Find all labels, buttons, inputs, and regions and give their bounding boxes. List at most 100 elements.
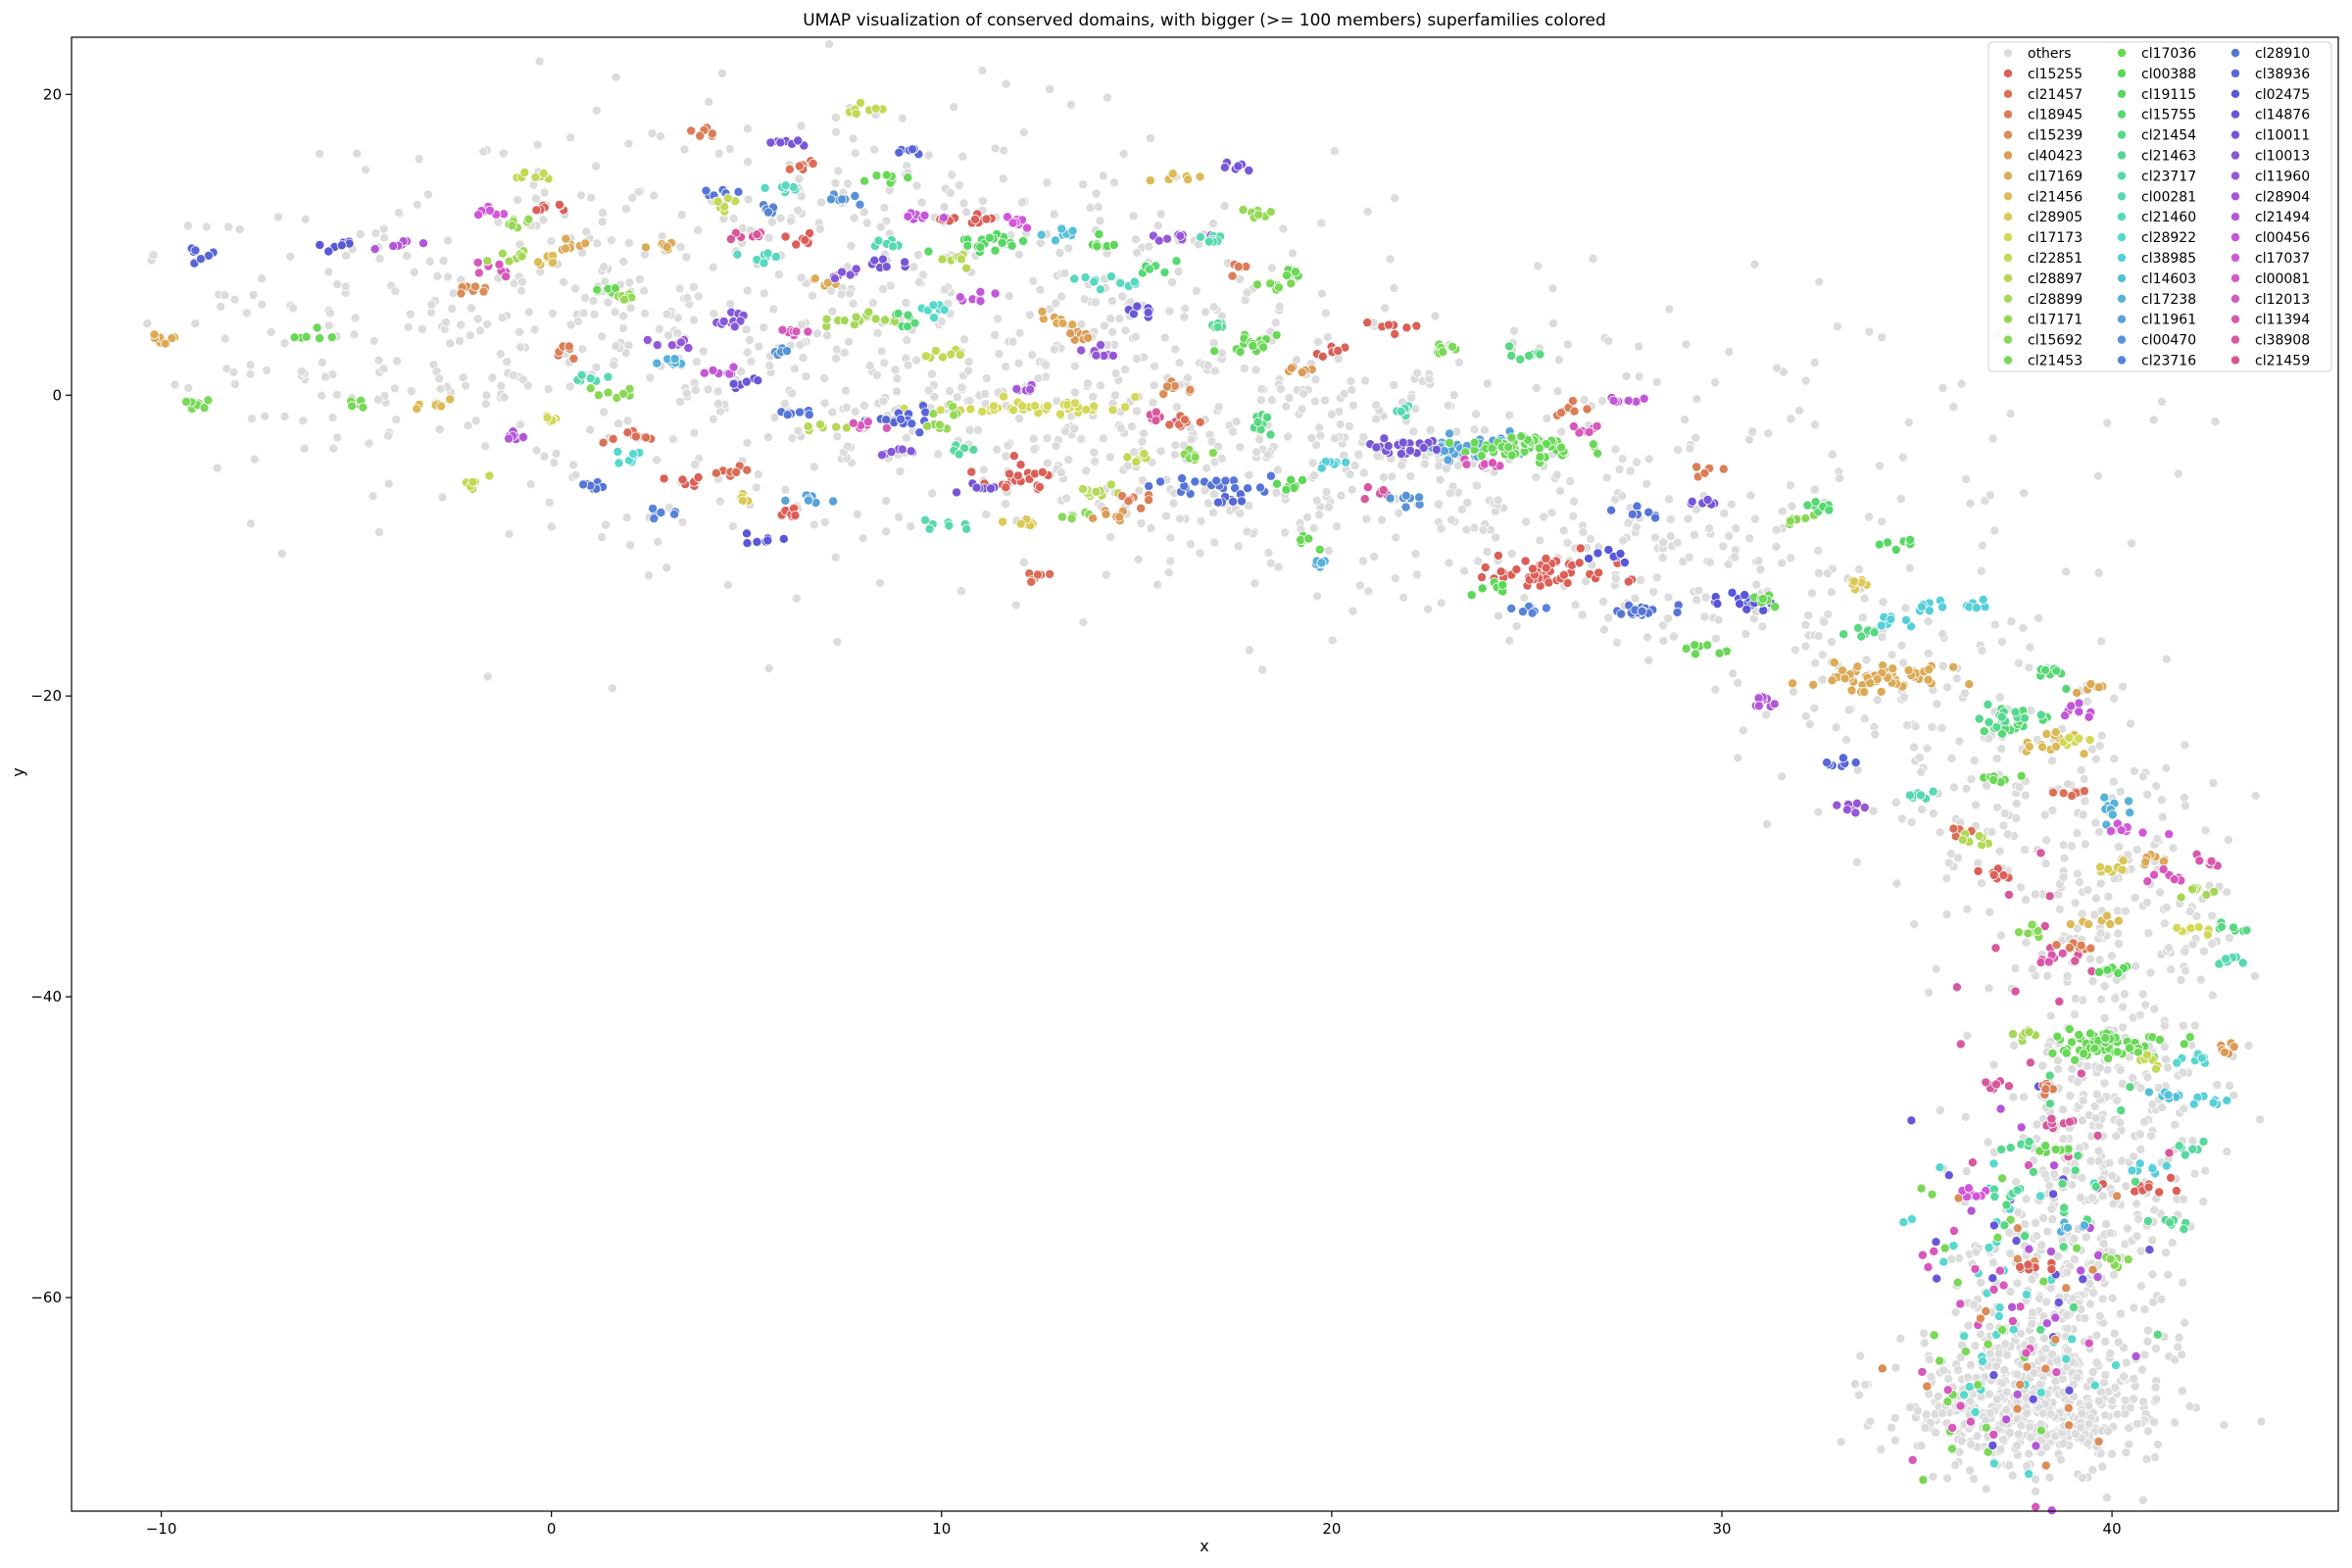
- point-others: [1601, 472, 1612, 483]
- point-cl23716: [1541, 603, 1551, 613]
- point-others: [1133, 554, 1144, 564]
- point-others: [2243, 1040, 2254, 1051]
- point-cl28910: [1616, 609, 1627, 619]
- point-others: [1872, 695, 1883, 706]
- point-others: [1448, 390, 1459, 401]
- point-cl10011: [1431, 444, 1442, 455]
- point-cl38908: [1151, 415, 1161, 425]
- point-others: [1118, 149, 1129, 160]
- point-others: [2093, 567, 2104, 578]
- point-cl17036: [2061, 1048, 2072, 1058]
- point-others: [681, 388, 692, 399]
- point-others: [1446, 514, 1457, 525]
- legend-label: cl12013: [2255, 292, 2310, 308]
- point-others: [1391, 532, 1401, 543]
- point-others: [1137, 436, 1148, 447]
- point-others: [534, 56, 545, 67]
- point-cl18945: [1233, 262, 1244, 272]
- point-others: [1358, 556, 1369, 566]
- point-cl21463: [1212, 321, 1223, 332]
- point-others: [1935, 827, 1945, 838]
- point-others: [499, 392, 510, 403]
- point-cl21457: [710, 467, 721, 478]
- legend-marker: [2230, 314, 2240, 324]
- point-cl38908: [2076, 1068, 2086, 1079]
- point-others: [2207, 910, 2218, 921]
- point-cl28922: [1964, 1382, 1975, 1393]
- point-cl18945: [2051, 940, 2062, 951]
- point-others: [2091, 1357, 2102, 1368]
- point-cl21454: [2058, 1242, 2069, 1252]
- point-cl28910: [1672, 607, 1683, 617]
- point-others: [1927, 721, 1937, 732]
- point-others: [434, 373, 445, 384]
- point-cl19115: [1874, 539, 1885, 550]
- point-others: [2097, 1191, 2108, 1201]
- point-others: [2147, 1235, 2158, 1246]
- point-others: [2031, 1474, 2041, 1485]
- point-cl15255: [1973, 865, 1984, 876]
- point-cl21457: [1195, 416, 1205, 427]
- legend-label: others: [2028, 46, 2072, 62]
- point-others: [1242, 526, 1252, 537]
- point-others: [2029, 1367, 2039, 1378]
- legend-box: [1987, 41, 2332, 372]
- legend-marker: [2230, 68, 2240, 78]
- point-others: [1997, 636, 2008, 647]
- point-others: [681, 252, 692, 263]
- point-cl21494: [2041, 1318, 2052, 1329]
- point-others: [1723, 559, 1734, 569]
- point-others: [1755, 564, 1766, 575]
- point-others: [1065, 99, 1076, 110]
- point-cl21453: [2038, 1276, 2049, 1287]
- point-cl38936: [894, 147, 905, 158]
- point-others: [245, 518, 256, 529]
- point-cl22851: [955, 350, 965, 361]
- point-cl21494: [518, 432, 529, 443]
- point-others: [405, 309, 416, 319]
- point-cl18945: [564, 341, 574, 352]
- point-others: [2094, 826, 2105, 837]
- point-others: [843, 178, 854, 189]
- point-cl12013: [2031, 1501, 2041, 1512]
- point-cl17036: [312, 322, 322, 333]
- point-others: [349, 329, 360, 340]
- point-cl17036: [1516, 431, 1527, 442]
- point-others: [1531, 382, 1542, 393]
- point-others: [2106, 1448, 2117, 1459]
- point-others: [2152, 1439, 2163, 1449]
- point-cl18945: [1582, 404, 1592, 415]
- point-cl21453: [1947, 1444, 1958, 1454]
- point-others: [1408, 426, 1419, 437]
- point-others: [531, 193, 542, 204]
- x-tick-label: 10: [932, 1520, 951, 1538]
- point-others: [2101, 1219, 2112, 1230]
- point-cl17169: [1859, 687, 1870, 698]
- point-others: [945, 386, 956, 397]
- point-others: [597, 532, 608, 543]
- point-cl22851: [530, 172, 541, 182]
- point-cl17036: [1303, 533, 1314, 544]
- point-others: [538, 215, 549, 225]
- point-cl21463: [1996, 711, 2007, 722]
- legend-label: cl23716: [2141, 354, 2196, 369]
- point-cl38936: [920, 407, 931, 417]
- point-cl15239: [2064, 1420, 2075, 1431]
- point-others: [832, 637, 843, 648]
- point-others: [2115, 786, 2126, 797]
- point-others: [389, 383, 400, 394]
- point-cl17169: [822, 277, 833, 288]
- point-cl10013: [829, 273, 840, 284]
- point-cl11961: [828, 496, 839, 507]
- point-cl38985: [2134, 1158, 2145, 1169]
- point-others: [2034, 612, 2044, 623]
- point-cl17169: [1876, 686, 1886, 697]
- point-others: [787, 433, 798, 444]
- point-cl00470: [855, 199, 865, 210]
- point-cl00388: [1108, 239, 1119, 250]
- point-cl21456: [2101, 910, 2112, 921]
- point-cl17036: [2074, 1030, 2084, 1041]
- point-cl23717: [2180, 1150, 2190, 1160]
- point-cl23716: [1506, 603, 1517, 613]
